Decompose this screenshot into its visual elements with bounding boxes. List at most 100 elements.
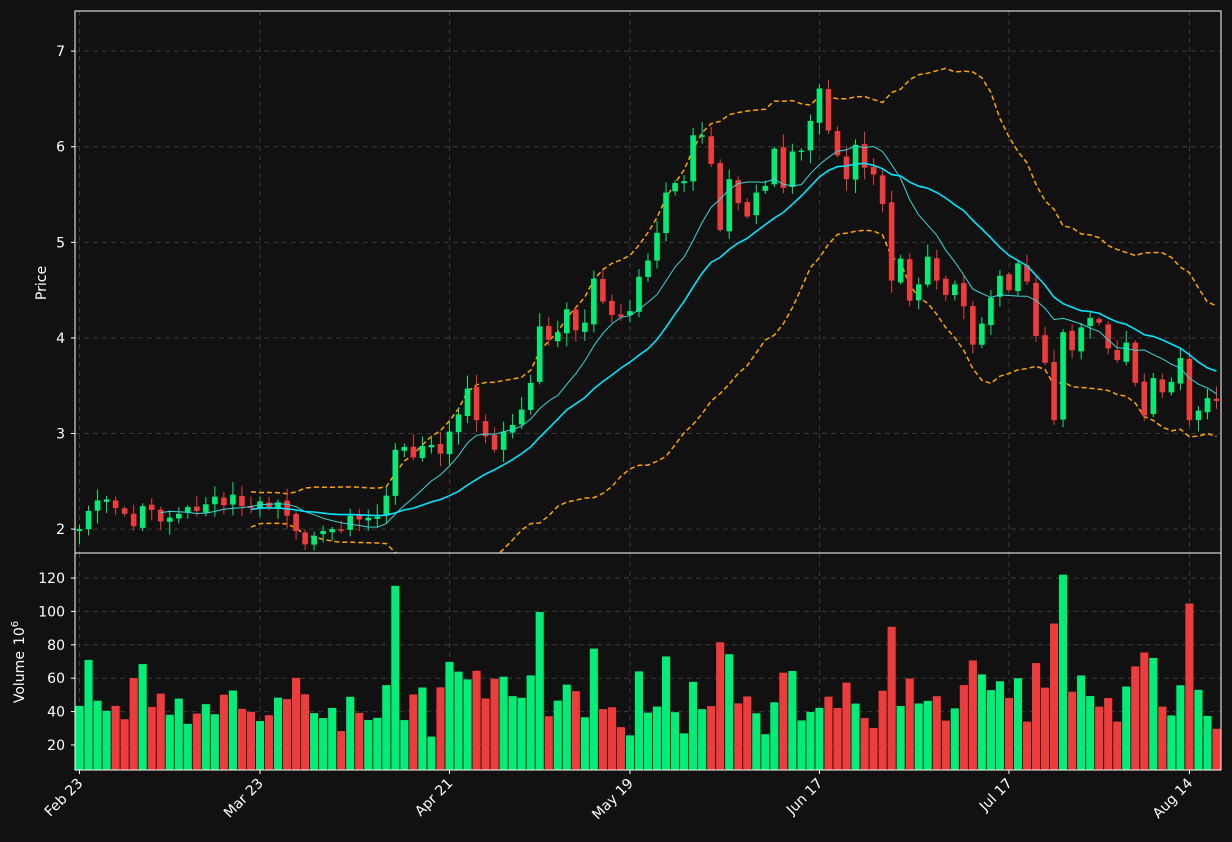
volume-bar (950, 708, 959, 770)
candle-body (834, 131, 841, 156)
volume-bar (1167, 715, 1176, 770)
candle-body (807, 120, 814, 151)
volume-bar (436, 687, 445, 770)
volume-bar (788, 670, 797, 770)
volume-bar (598, 709, 607, 770)
candle-body (374, 516, 381, 519)
volume-bar (553, 700, 562, 770)
candle-body (94, 500, 101, 511)
volume-bar (1149, 657, 1158, 770)
volume-bar (689, 681, 698, 770)
volume-bar (310, 713, 319, 770)
candle-body (1051, 362, 1057, 421)
volume-bar (544, 716, 553, 770)
volume-bar (120, 719, 129, 770)
candle-body (663, 192, 669, 234)
volume-bar (1013, 678, 1023, 770)
candle-body (1213, 398, 1220, 402)
candle-body (473, 386, 480, 421)
volume-bar (1086, 696, 1095, 770)
candle-body (85, 510, 92, 530)
candle-body (825, 89, 832, 131)
candle-body (780, 147, 787, 188)
candle-body (1078, 327, 1084, 352)
price-axis-label: Price (34, 266, 50, 300)
candle-body (708, 136, 714, 164)
volume-bar (1158, 706, 1167, 770)
volume-bar (364, 719, 373, 770)
candle-body (915, 284, 922, 301)
volume-bars (75, 574, 1221, 770)
volume-bar (282, 699, 292, 770)
candle-body (609, 300, 615, 315)
candle-body (329, 529, 335, 533)
candle-body (618, 314, 624, 317)
volume-bar (246, 711, 256, 770)
volume-bar (1077, 675, 1086, 770)
price-tick-label: 2 (56, 522, 65, 538)
price-tick-label: 6 (56, 140, 65, 156)
candle-body (554, 332, 561, 342)
volume-bar (1122, 686, 1131, 770)
candle-body (482, 421, 489, 437)
volume-bar (192, 713, 201, 770)
candle-body (942, 278, 949, 295)
volume-bar (571, 691, 580, 770)
candle-body (888, 202, 895, 281)
candle-body (573, 309, 579, 331)
candle-body (248, 505, 254, 509)
volume-bar (391, 585, 400, 770)
candle-body (1168, 381, 1175, 393)
candle-body (997, 275, 1003, 297)
volume-bar (968, 660, 977, 770)
volume-bar (625, 735, 635, 770)
volume-bar (84, 659, 93, 770)
candle-body (654, 232, 660, 261)
volume-axis-label-base: 10 (12, 627, 28, 645)
volume-bar (129, 678, 138, 770)
volume-axis-label-power: 6 (10, 621, 21, 627)
volume-bar (707, 706, 716, 770)
candle-body (184, 507, 191, 513)
volume-axis-label-name: Volume (12, 651, 28, 703)
candle-body (239, 495, 245, 507)
candle-body (699, 135, 705, 137)
candle-body (311, 535, 317, 545)
price-axis-ticks: 2 3 4 5 6 7 (56, 44, 75, 538)
volume-bar (490, 678, 499, 770)
volume-bar (986, 690, 995, 770)
volume-bar (905, 678, 914, 770)
candle-body (221, 497, 227, 506)
price-tick-label: 5 (56, 235, 65, 251)
volume-bar (346, 696, 355, 770)
candle-body (347, 515, 354, 530)
moving-averages (160, 145, 1217, 528)
candle-body (1186, 358, 1193, 421)
volume-bar (896, 706, 905, 770)
price-tick-label: 4 (56, 331, 65, 347)
volume-bar (1031, 663, 1041, 770)
volume-bar (959, 685, 968, 770)
candle-body (690, 135, 696, 182)
volume-panel-frame (74, 552, 1222, 771)
candle-body (392, 449, 399, 496)
candle-body (591, 278, 597, 325)
volume-bar (319, 718, 328, 770)
volume-bar (878, 690, 887, 770)
candle-body (1087, 317, 1093, 327)
volume-bar (1212, 728, 1221, 770)
candle-body (1006, 274, 1012, 291)
volume-bar (770, 702, 779, 770)
candle-body (500, 431, 507, 450)
volume-bar (580, 717, 589, 770)
candle-body (1114, 350, 1121, 360)
price-tick-label: 3 (56, 427, 65, 443)
candle-body (906, 259, 913, 301)
volume-bar (914, 703, 923, 770)
candle-body (988, 297, 994, 326)
volume-bar (147, 706, 156, 770)
candle-body (1150, 378, 1157, 415)
candle-body (816, 88, 823, 123)
volume-bar (228, 690, 237, 770)
candle-body (672, 183, 678, 192)
